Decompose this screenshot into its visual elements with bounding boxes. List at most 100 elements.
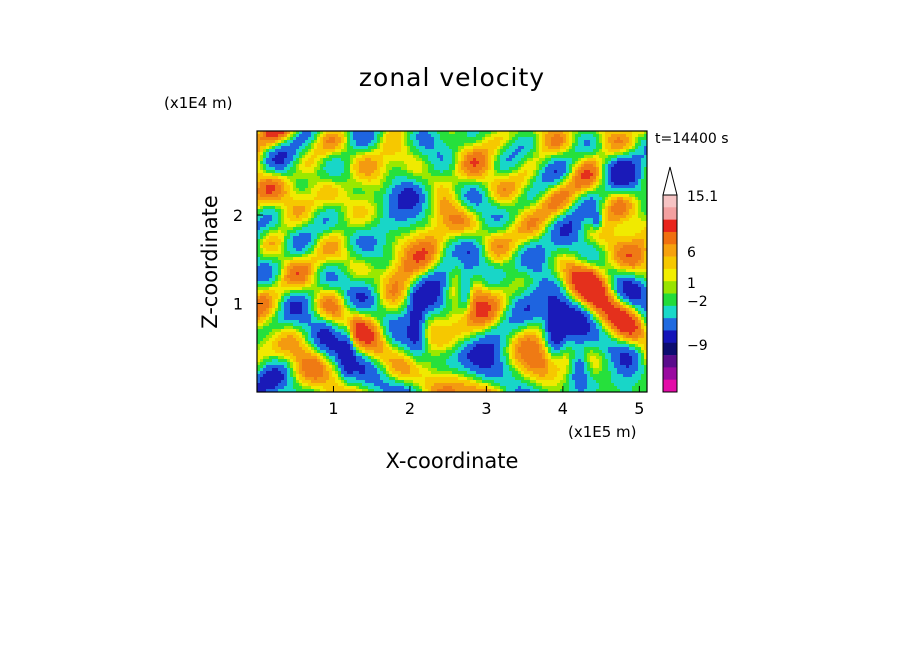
heatmap-cell — [602, 140, 606, 144]
heatmap-cell — [350, 146, 354, 150]
heatmap-cell — [293, 233, 297, 237]
heatmap-cell — [401, 215, 405, 219]
heatmap-cell — [527, 152, 531, 156]
heatmap-cell — [392, 164, 396, 168]
heatmap-cell — [608, 158, 612, 162]
heatmap-cell — [575, 170, 579, 174]
heatmap-cell — [446, 200, 450, 204]
heatmap-cell — [362, 239, 366, 243]
heatmap-cell — [581, 239, 585, 243]
heatmap-cell — [473, 218, 477, 222]
heatmap-cell — [566, 173, 570, 177]
heatmap-cell — [371, 140, 375, 144]
heatmap-cell — [422, 161, 426, 165]
heatmap-cell — [503, 233, 507, 237]
heatmap-cell — [566, 158, 570, 162]
heatmap-cell — [578, 161, 582, 165]
heatmap-cell — [611, 155, 615, 159]
heatmap-cell — [410, 203, 414, 207]
heatmap-cell — [329, 158, 333, 162]
heatmap-cell — [488, 140, 492, 144]
heatmap-cell — [419, 185, 423, 189]
heatmap-cell — [614, 155, 618, 159]
heatmap-cell — [545, 155, 549, 159]
heatmap-cell — [638, 170, 642, 174]
heatmap-cell — [266, 200, 270, 204]
heatmap-cell — [641, 218, 645, 222]
heatmap-cell — [320, 173, 324, 177]
heatmap-cell — [620, 134, 624, 138]
heatmap-cell — [623, 149, 627, 153]
heatmap-cell — [560, 230, 564, 234]
heatmap-cell — [644, 206, 647, 210]
heatmap-cell — [626, 152, 630, 156]
heatmap-cell — [518, 218, 522, 222]
heatmap-cell — [473, 134, 477, 138]
heatmap-cell — [491, 239, 495, 243]
heatmap-cell — [389, 176, 393, 180]
heatmap-cell — [434, 185, 438, 189]
heatmap-cell — [374, 155, 378, 159]
heatmap-cell — [503, 191, 507, 195]
heatmap-cell — [530, 206, 534, 210]
heatmap-cell — [491, 140, 495, 144]
heatmap-cell — [638, 158, 642, 162]
heatmap-cell — [497, 209, 501, 213]
heatmap-cell — [362, 152, 366, 156]
heatmap-cell — [296, 173, 300, 177]
heatmap-cell — [521, 191, 525, 195]
heatmap-cell — [272, 179, 276, 183]
heatmap-cell — [446, 197, 450, 201]
heatmap-cell — [455, 170, 459, 174]
heatmap-cell — [386, 230, 390, 234]
heatmap-cell — [464, 158, 468, 162]
heatmap-cell — [548, 173, 552, 177]
heatmap-cell — [308, 239, 312, 243]
heatmap-cell — [284, 191, 288, 195]
heatmap-cell — [263, 239, 267, 243]
heatmap-cell — [428, 242, 432, 246]
heatmap-cell — [383, 191, 387, 195]
heatmap-cell — [497, 233, 501, 237]
heatmap-cell — [380, 158, 384, 162]
heatmap-cell — [644, 233, 647, 237]
heatmap-cell — [572, 203, 576, 207]
heatmap-cell — [530, 155, 534, 159]
heatmap-cell — [401, 137, 405, 141]
heatmap-cell — [467, 197, 471, 201]
heatmap-cell — [590, 203, 594, 207]
heatmap-cell — [614, 185, 618, 189]
heatmap-cell — [632, 131, 636, 135]
heatmap-cell — [359, 173, 363, 177]
heatmap-cell — [305, 230, 309, 234]
heatmap-cell — [281, 179, 285, 183]
heatmap-cell — [500, 137, 504, 141]
heatmap-cell — [275, 200, 279, 204]
heatmap-cell — [590, 212, 594, 216]
heatmap-cell — [512, 155, 516, 159]
heatmap-cell — [575, 143, 579, 147]
heatmap-cell — [641, 200, 645, 204]
heatmap-cell — [386, 143, 390, 147]
heatmap-cell — [293, 167, 297, 171]
heatmap-cell — [461, 209, 465, 213]
heatmap-cell — [545, 161, 549, 165]
heatmap-cell — [518, 155, 522, 159]
heatmap-cell — [413, 212, 417, 216]
heatmap-cell — [530, 230, 534, 234]
heatmap-cell — [392, 167, 396, 171]
heatmap-cell — [416, 203, 420, 207]
heatmap-cell — [545, 131, 549, 135]
heatmap-cell — [590, 209, 594, 213]
heatmap-cell — [596, 143, 600, 147]
heatmap-cell — [491, 215, 495, 219]
heatmap-cell — [362, 170, 366, 174]
heatmap-cell — [572, 173, 576, 177]
heatmap-cell — [494, 179, 498, 183]
heatmap-cell — [617, 137, 621, 141]
heatmap-cell — [275, 182, 279, 186]
heatmap-cell — [608, 224, 612, 228]
heatmap-cell — [629, 137, 633, 141]
heatmap-cell — [263, 158, 267, 162]
heatmap-cell — [644, 203, 647, 207]
